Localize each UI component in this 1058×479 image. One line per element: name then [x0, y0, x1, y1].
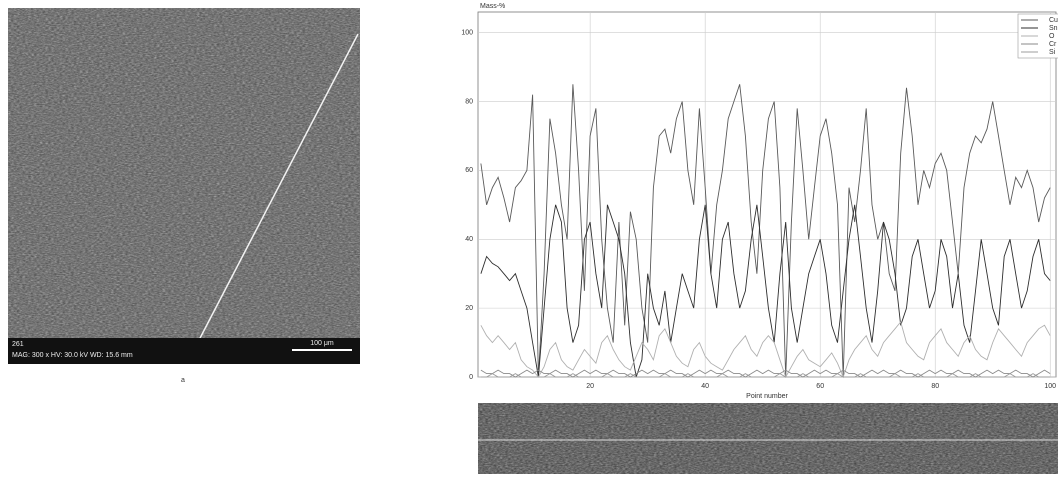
sem-image: 261 MAG: 300 x HV: 30.0 kV WD: 15.6 mm 1… — [8, 8, 360, 364]
legend-label: Si — [1049, 49, 1056, 56]
image-info: MAG: 300 x HV: 30.0 kV WD: 15.6 mm — [12, 352, 133, 359]
legend-label: Sn — [1049, 25, 1058, 32]
x-tick-label: 100 — [1044, 383, 1056, 390]
y-tick-label: 80 — [465, 98, 473, 105]
y-tick-label: 40 — [465, 236, 473, 243]
legend-label: Cu — [1049, 17, 1058, 24]
scale-label: 100 μm — [310, 340, 334, 347]
x-tick-label: 60 — [816, 383, 824, 390]
series-group — [480, 84, 1051, 379]
caption: a — [181, 377, 185, 384]
y-axis-label: Mass-% — [480, 3, 505, 10]
x-tick-label: 20 — [586, 383, 594, 390]
y-tick-label: 60 — [465, 167, 473, 174]
x-axis-label: Point number — [746, 393, 788, 400]
y-tick-label: 20 — [465, 305, 473, 312]
y-tick-label: 100 — [461, 30, 473, 37]
legend-label: Cr — [1049, 41, 1057, 48]
data-line — [480, 204, 1051, 378]
image-number: 261 — [12, 341, 24, 348]
sem-strip — [478, 403, 1058, 474]
x-tick-label: 40 — [701, 383, 709, 390]
y-tick-label: 0 — [469, 374, 473, 381]
x-tick-label: 80 — [931, 383, 939, 390]
plot-area — [477, 11, 1057, 378]
data-line — [480, 320, 1051, 379]
legend-label: O — [1049, 33, 1055, 40]
data-line — [480, 84, 1051, 378]
data-line — [480, 373, 1051, 378]
